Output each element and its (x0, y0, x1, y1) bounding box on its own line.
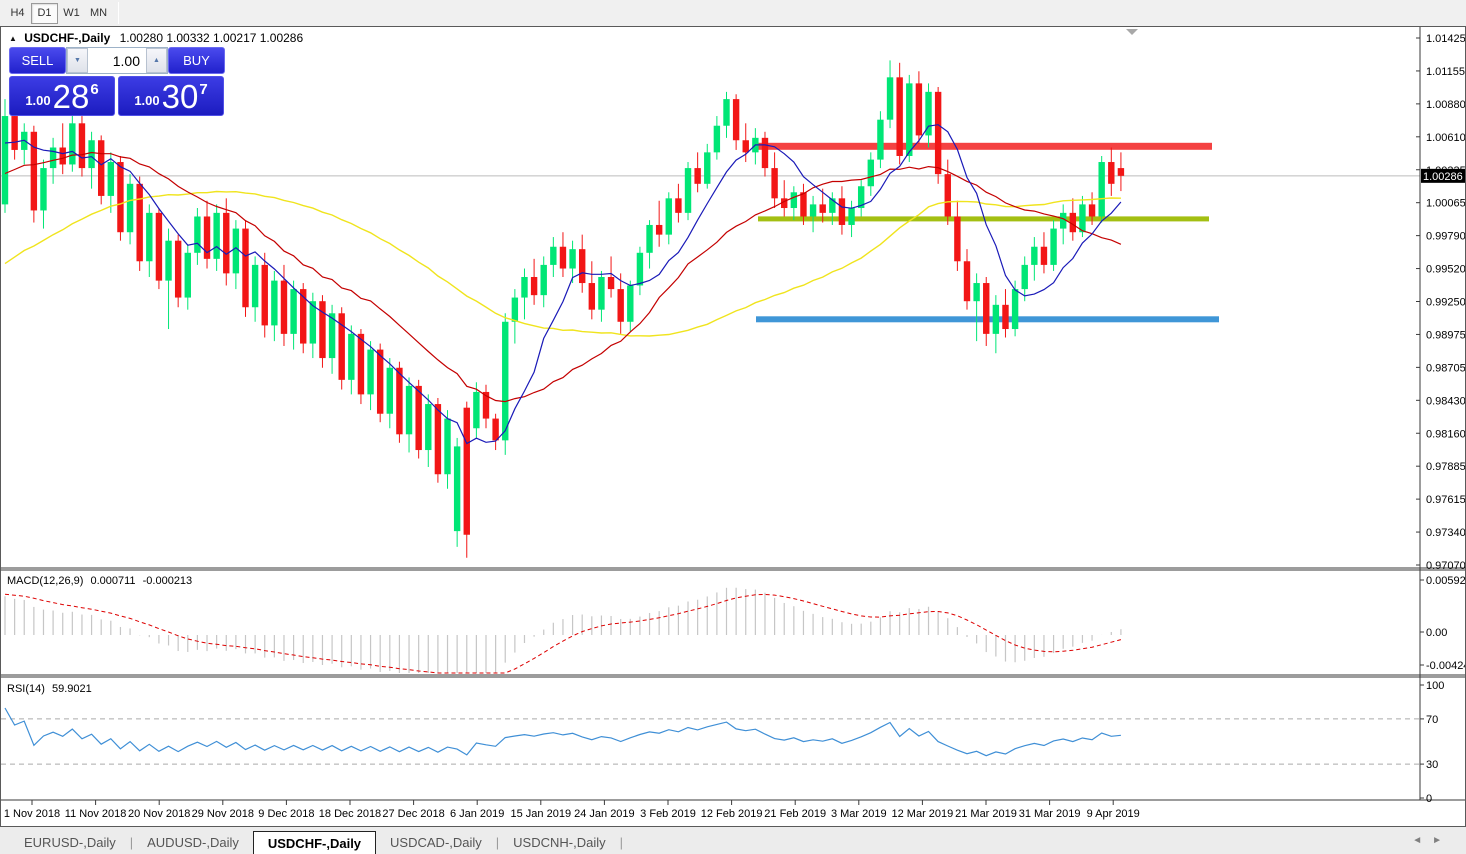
chart-ohlc-values: 1.00280 1.00332 1.00217 1.00286 (119, 31, 304, 45)
macd-signal-line (4, 593, 1122, 674)
tab-usdcad[interactable]: USDCAD-,Daily (390, 835, 482, 850)
svg-text:-0.004241: -0.004241 (1426, 660, 1465, 672)
svg-text:1.00286: 1.00286 (1423, 171, 1463, 183)
svg-text:0.98160: 0.98160 (1426, 428, 1465, 440)
svg-text:31 Mar 2019: 31 Mar 2019 (1019, 808, 1081, 820)
svg-text:0.98705: 0.98705 (1426, 362, 1465, 374)
svg-text:3 Feb 2019: 3 Feb 2019 (640, 808, 696, 820)
svg-text:27 Dec 2018: 27 Dec 2018 (382, 808, 444, 820)
rsi-indicator-label: RSI(14) 59.9021 (7, 683, 96, 695)
timeframe-toolbar: H4 D1 W1 MN (0, 0, 1466, 26)
svg-text:3 Mar 2019: 3 Mar 2019 (831, 808, 887, 820)
svg-text:20 Nov 2018: 20 Nov 2018 (128, 808, 190, 820)
buy-price-prefix: 1.00 (134, 93, 160, 108)
tab-scroll-right-icon[interactable]: ► (1432, 835, 1452, 846)
svg-text:1 Nov 2018: 1 Nov 2018 (4, 808, 60, 820)
buy-price-display[interactable]: 1.00 30 7 (118, 76, 224, 116)
ma-mid-line (4, 151, 1122, 403)
tab-separator: | (619, 835, 624, 850)
svg-text:0.97885: 0.97885 (1426, 461, 1465, 473)
chart-title: ▲ USDCHF-,Daily 1.00280 1.00332 1.00217 … (9, 31, 303, 45)
sell-price-pip-digit: 6 (90, 81, 99, 98)
chart-tab-bar: EURUSD-,Daily | AUDUSD-,Daily USDCHF-,Da… (0, 827, 1466, 854)
buy-price-big-digits: 30 (161, 78, 199, 115)
ma-fast-line (4, 124, 1122, 445)
svg-text:24 Jan 2019: 24 Jan 2019 (574, 808, 635, 820)
svg-text:12 Mar 2019: 12 Mar 2019 (892, 808, 954, 820)
timeframe-w1-button[interactable]: W1 (58, 3, 85, 24)
toolbar-separator (118, 2, 119, 24)
timeframe-mn-button[interactable]: MN (85, 3, 112, 24)
svg-text:18 Dec 2018: 18 Dec 2018 (319, 808, 381, 820)
svg-text:0.97340: 0.97340 (1426, 527, 1465, 539)
rsi-name: RSI(14) (7, 683, 45, 695)
svg-text:29 Nov 2018: 29 Nov 2018 (192, 808, 254, 820)
svg-text:9 Apr 2019: 9 Apr 2019 (1087, 808, 1140, 820)
macd-name: MACD(12,26,9) (7, 575, 84, 587)
rsi-value: 59.9021 (51, 683, 92, 695)
svg-text:0.99790: 0.99790 (1426, 231, 1465, 243)
volume-input[interactable] (88, 48, 146, 73)
resistance-line[interactable] (756, 142, 1212, 150)
tab-usdcnh[interactable]: USDCNH-,Daily (513, 835, 606, 850)
svg-text:0.97615: 0.97615 (1426, 494, 1465, 506)
tab-usdchf[interactable]: USDCHF-,Daily (252, 831, 377, 854)
sell-price-prefix: 1.00 (25, 93, 51, 108)
svg-text:0.99520: 0.99520 (1426, 264, 1465, 276)
tab-separator: | (495, 835, 500, 850)
macd-histogram (4, 587, 1122, 673)
volume-spinner: ▼ ▲ (66, 47, 168, 74)
rsi-line (4, 707, 1121, 757)
chevron-up-icon: ▲ (153, 57, 160, 64)
candles-layer (1, 60, 1125, 558)
svg-text:1.00065: 1.00065 (1426, 198, 1465, 210)
svg-text:9 Dec 2018: 9 Dec 2018 (258, 808, 314, 820)
svg-text:0.97070: 0.97070 (1426, 560, 1465, 572)
pivot-line[interactable] (758, 216, 1209, 222)
buy-button[interactable]: BUY (168, 47, 225, 74)
svg-text:0.98975: 0.98975 (1426, 329, 1465, 341)
timeframe-h4-button[interactable]: H4 (4, 3, 31, 24)
bid-price-label (1421, 168, 1465, 183)
sell-button[interactable]: SELL (9, 47, 66, 74)
timeframe-d1-button[interactable]: D1 (31, 2, 58, 24)
tab-separator: | (129, 835, 134, 850)
volume-increase-button[interactable]: ▲ (146, 48, 167, 73)
volume-decrease-button[interactable]: ▼ (67, 48, 88, 73)
sell-price-display[interactable]: 1.00 28 6 (9, 76, 115, 116)
tab-audusd[interactable]: AUDUSD-,Daily (147, 835, 239, 850)
svg-text:21 Feb 2019: 21 Feb 2019 (764, 808, 826, 820)
svg-text:100: 100 (1426, 680, 1444, 692)
svg-text:0: 0 (1426, 793, 1432, 805)
price-chart-svg[interactable]: 1.014251.011551.008801.006101.003351.000… (1, 27, 1465, 826)
svg-text:0.99250: 0.99250 (1426, 297, 1465, 309)
chart-window: 1.014251.011551.008801.006101.003351.000… (0, 26, 1466, 827)
tab-scroll-left-icon[interactable]: ◄ (1412, 835, 1433, 846)
svg-text:12 Feb 2019: 12 Feb 2019 (701, 808, 763, 820)
svg-text:1.01155: 1.01155 (1426, 66, 1465, 78)
svg-text:70: 70 (1426, 714, 1438, 726)
svg-text:11 Nov 2018: 11 Nov 2018 (65, 808, 127, 820)
svg-text:1.00880: 1.00880 (1426, 99, 1465, 111)
svg-text:6 Jan 2019: 6 Jan 2019 (450, 808, 504, 820)
svg-text:0.00: 0.00 (1426, 627, 1447, 639)
chevron-down-icon: ▼ (74, 57, 81, 64)
sell-price-big-digits: 28 (52, 78, 90, 115)
chart-symbol-label: USDCHF-,Daily (24, 31, 111, 45)
macd-main-value: 0.000711 (90, 575, 136, 587)
svg-text:0.98430: 0.98430 (1426, 395, 1465, 407)
collapse-triangle-icon[interactable]: ▲ (9, 34, 17, 43)
svg-text:21 Mar 2019: 21 Mar 2019 (955, 808, 1017, 820)
svg-text:1.01425: 1.01425 (1426, 33, 1465, 45)
svg-text:15 Jan 2019: 15 Jan 2019 (511, 808, 572, 820)
svg-text:0.005926: 0.005926 (1426, 575, 1465, 587)
macd-indicator-label: MACD(12,26,9) 0.000711 -0.000213 (7, 575, 196, 587)
tab-eurusd[interactable]: EURUSD-,Daily (24, 835, 116, 850)
svg-text:1.00610: 1.00610 (1426, 132, 1465, 144)
buy-price-pip-digit: 7 (199, 81, 208, 98)
svg-text:30: 30 (1426, 759, 1438, 771)
scroll-to-end-marker[interactable] (1126, 29, 1138, 35)
macd-signal-value: -0.000213 (142, 575, 193, 587)
